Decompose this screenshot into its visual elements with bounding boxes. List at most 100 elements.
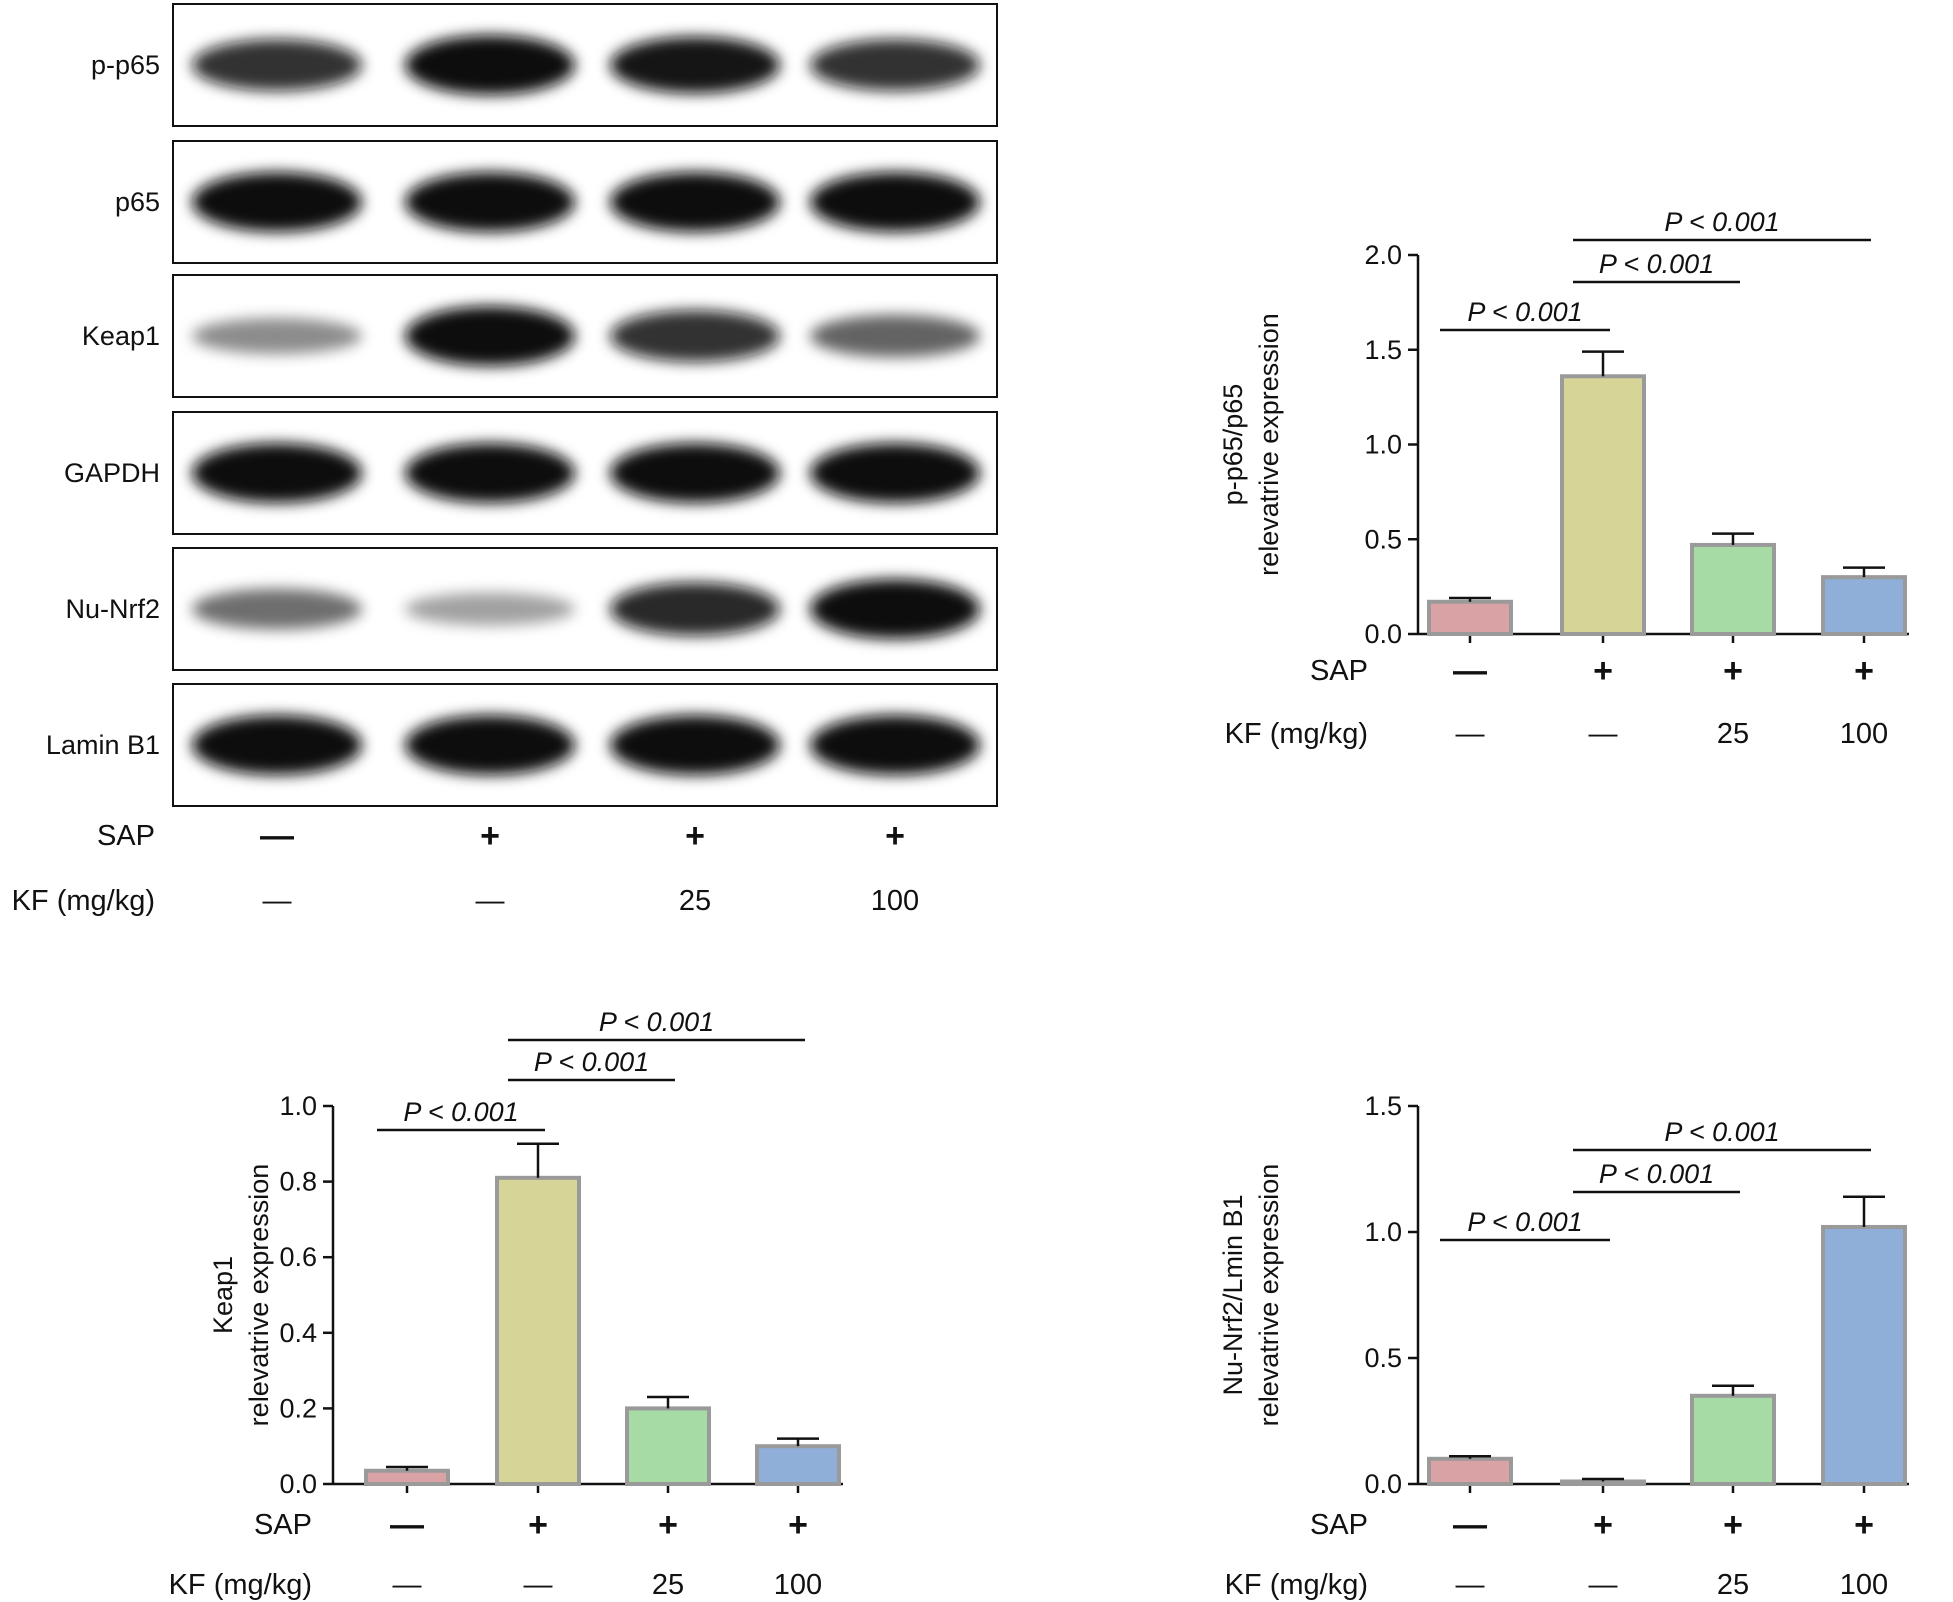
- kf-row-label: KF (mg/kg): [12, 885, 155, 917]
- kf-value: —: [476, 885, 505, 917]
- p-value-annotation: P < 0.001: [599, 1007, 714, 1037]
- kf-value: —: [1589, 718, 1618, 750]
- sap-value: +: [528, 1506, 548, 1544]
- p-value-annotation: P < 0.001: [1599, 1159, 1714, 1189]
- p-value-annotation: P < 0.001: [1599, 249, 1714, 279]
- kf-value: 25: [1717, 1569, 1749, 1601]
- y-tick-label: 0.0: [1364, 1469, 1402, 1499]
- p-value-annotation: P < 0.001: [1664, 207, 1779, 237]
- kf-value: 100: [1840, 1569, 1888, 1601]
- y-axis-title: relevatrive expression: [244, 1164, 274, 1427]
- kf-value: 100: [871, 885, 919, 917]
- sap-value: +: [1854, 652, 1874, 690]
- blot-band: [405, 715, 575, 775]
- kf-value: —: [263, 885, 292, 917]
- sap-value: —: [260, 817, 294, 855]
- p-value-annotation: P < 0.001: [1467, 1207, 1582, 1237]
- bar: [1427, 1456, 1513, 1487]
- p-value-annotation: P < 0.001: [1664, 1117, 1779, 1147]
- bar: [364, 1468, 450, 1487]
- sap-value: +: [885, 817, 905, 855]
- sap-value: +: [1593, 652, 1613, 690]
- kf-value: —: [1456, 718, 1485, 750]
- blot-band: [405, 443, 575, 503]
- sap-row-label: SAP: [1310, 655, 1368, 687]
- sap-value: +: [685, 817, 705, 855]
- blot-row-label: GAPDH: [64, 458, 160, 488]
- blot-band: [192, 443, 362, 503]
- y-tick-label: 0.4: [279, 1318, 317, 1348]
- y-tick-label: 0.5: [1364, 1343, 1402, 1373]
- blot-row-label: p65: [115, 187, 160, 217]
- bar: [1560, 1479, 1646, 1486]
- blot-band: [610, 310, 780, 362]
- blot-row-label: Keap1: [82, 321, 160, 351]
- bar: [1690, 542, 1776, 636]
- sap-row-label: SAP: [97, 820, 155, 852]
- y-tick-label: 0.0: [1364, 619, 1402, 649]
- bar: [1821, 1224, 1907, 1486]
- p-value-annotation: P < 0.001: [403, 1097, 518, 1127]
- kf-value: —: [524, 1569, 553, 1601]
- sap-value: +: [480, 817, 500, 855]
- blot-band: [610, 172, 780, 232]
- blot-band: [405, 592, 575, 626]
- blot-band: [810, 39, 980, 91]
- blot-band: [810, 579, 980, 639]
- kf-value: 25: [1717, 718, 1749, 750]
- p-value-annotation: P < 0.001: [1467, 297, 1582, 327]
- y-axis-title: Keap1: [208, 1256, 238, 1334]
- blot-band: [610, 715, 780, 775]
- sap-value: +: [1723, 1506, 1743, 1544]
- p-value-annotation: P < 0.001: [534, 1047, 649, 1077]
- chart-p-p65-ratio: 0.0 0.5 1.0 1.5 2.0 p-p65/p65 relevatrive expr…: [1218, 207, 1909, 750]
- y-tick-label: 0.6: [279, 1242, 317, 1272]
- kf-row-label: KF (mg/kg): [1225, 718, 1368, 750]
- y-tick-label: 1.5: [1364, 335, 1402, 365]
- y-axis-title: Nu-Nrf2/Lmin B1: [1218, 1194, 1248, 1395]
- y-tick-label: 0.0: [279, 1469, 317, 1499]
- kf-value: 100: [1840, 718, 1888, 750]
- y-tick-label: 1.0: [1364, 430, 1402, 460]
- sap-value: +: [1593, 1506, 1613, 1544]
- sap-value: +: [658, 1506, 678, 1544]
- y-tick-label: 2.0: [1364, 240, 1402, 270]
- blot-band: [810, 443, 980, 503]
- bar: [1427, 599, 1513, 636]
- bar: [1821, 575, 1907, 637]
- blot-band: [192, 318, 362, 354]
- blot-band: [405, 306, 575, 366]
- sap-value: —: [1453, 652, 1487, 690]
- y-tick-label: 1.5: [1364, 1091, 1402, 1121]
- bar: [1560, 374, 1646, 636]
- y-axis-title: relevatrive expression: [1254, 313, 1284, 576]
- blot-row-label: Nu-Nrf2: [65, 594, 160, 624]
- kf-value: —: [1456, 1569, 1485, 1601]
- sap-value: —: [390, 1506, 424, 1544]
- blot-band: [192, 172, 362, 232]
- sap-value: +: [1854, 1506, 1874, 1544]
- blot-band: [810, 715, 980, 775]
- sap-row-label: SAP: [254, 1509, 312, 1541]
- bar: [625, 1406, 711, 1487]
- y-axis-title: relevatrive expression: [1254, 1164, 1284, 1427]
- bar: [755, 1444, 841, 1486]
- y-tick-label: 0.8: [279, 1167, 317, 1197]
- sap-value: —: [1453, 1506, 1487, 1544]
- kf-row-label: KF (mg/kg): [169, 1569, 312, 1601]
- blot-band: [610, 36, 780, 94]
- kf-value: 25: [652, 1569, 684, 1601]
- blot-row-label: p-p65: [91, 50, 160, 80]
- sap-row-label: SAP: [1310, 1509, 1368, 1541]
- bar: [1690, 1393, 1776, 1487]
- chart-nu-nrf2: 0.0 0.5 1.0 1.5 Nu-Nrf2/Lmin B1 relevatrive e…: [1218, 1091, 1909, 1601]
- y-tick-label: 1.0: [1364, 1217, 1402, 1247]
- blot-band: [810, 314, 980, 358]
- y-tick-label: 0.5: [1364, 524, 1402, 554]
- blot-band: [192, 39, 362, 91]
- sap-value: +: [788, 1506, 808, 1544]
- y-tick-label: 0.2: [279, 1393, 317, 1423]
- kf-value: 100: [774, 1569, 822, 1601]
- blot-band: [405, 172, 575, 232]
